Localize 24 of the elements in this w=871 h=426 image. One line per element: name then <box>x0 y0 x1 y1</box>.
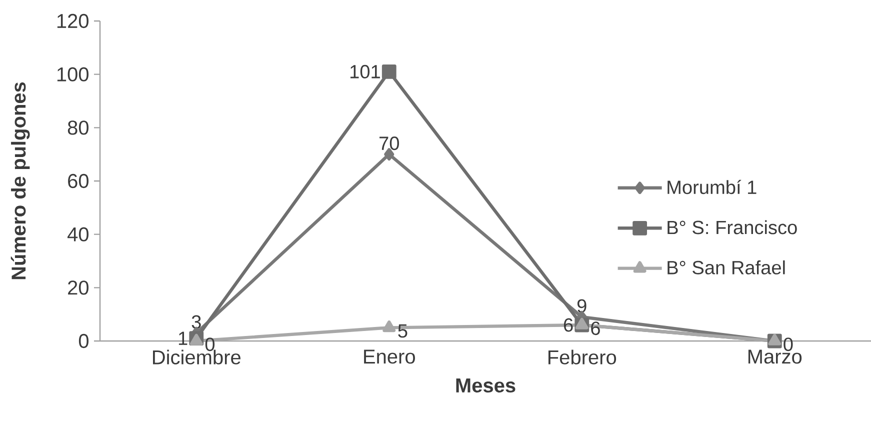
x-tick-label: Enero <box>364 350 415 364</box>
data-label: 6 <box>591 322 600 336</box>
y-tick-label: 60 <box>68 174 88 188</box>
data-label: 101 <box>350 64 380 78</box>
data-label: 1 <box>178 332 188 345</box>
y-tick-label: 20 <box>68 280 88 295</box>
y-tick-label: 80 <box>68 120 88 135</box>
legend-label: B° San Rafael <box>668 260 785 274</box>
data-label: 0 <box>784 338 793 352</box>
y-tick-label: 100 <box>57 67 88 82</box>
y-tick-label: 120 <box>57 14 88 28</box>
legend-label: Morumbí 1 <box>668 180 756 194</box>
y-axis-title: Número de pulgones <box>10 82 30 280</box>
x-tick-label: Marzo <box>748 350 802 364</box>
data-label: 5 <box>398 324 408 338</box>
data-label: 0 <box>205 338 215 352</box>
y-tick-label: 0 <box>78 334 88 348</box>
x-axis-title: Meses <box>456 378 516 392</box>
legend-label: B° S: Francisco <box>668 220 797 234</box>
data-label: 70 <box>380 136 399 150</box>
x-tick-label: Febrero <box>548 350 616 364</box>
data-label: 6 <box>564 318 573 332</box>
y-tick-label: 40 <box>68 227 88 242</box>
x-tick-label: Diciembre <box>153 350 240 364</box>
